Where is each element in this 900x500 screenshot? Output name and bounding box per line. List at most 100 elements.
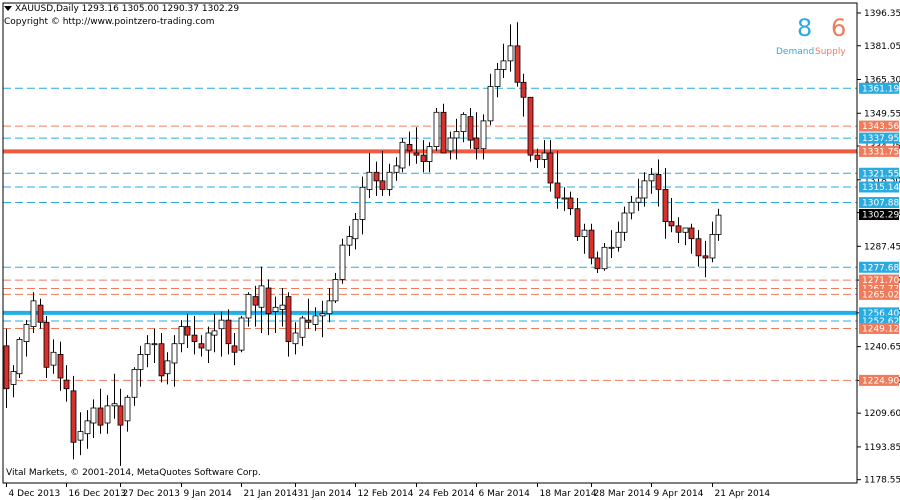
plot-frame [2,2,858,484]
level-tag-label: 1252.62 [862,317,899,327]
candle [124,395,131,432]
candle [662,168,669,239]
candle [211,313,218,353]
x-tick-label: 27 Dec 2013 [123,489,181,499]
candle [399,138,406,173]
candle [574,198,581,241]
y-tick-label: 1287.45 [864,242,900,252]
candle [608,230,615,258]
candle-body-bull [500,60,507,70]
candle-body-bull [682,227,689,233]
candle [487,73,494,126]
candle [245,292,252,327]
candle [30,292,37,333]
candle-body-bull [299,317,306,338]
candle-body-bear [305,319,312,323]
candle-body-bull [359,186,366,220]
level-tag [859,145,899,157]
candle-body-bull [272,306,279,312]
y-tick-label: 1381.05 [864,42,900,52]
candle [473,112,480,160]
candle-body-bear [379,180,386,190]
zone-lines [3,87,857,381]
candle [675,217,682,243]
candle-body-bull [641,180,648,199]
candle [63,365,70,402]
candle [561,187,568,211]
level-tag [859,282,899,294]
candle-body-bear [662,189,669,222]
candle-body-bull [30,300,37,327]
candle-body-bull [23,324,30,342]
candle-body-bear [97,407,104,426]
level-tag [859,288,899,300]
level-tag-label: 1224.90 [862,376,899,386]
level-tag [859,181,899,193]
candle [84,410,91,449]
level-tag-label: 1256.40 [862,309,899,319]
x-tick-label: 21 Apr 2014 [715,489,771,499]
candle [225,309,232,355]
candle-body-bull [50,351,57,366]
demand-label: Demand [776,47,815,57]
candle [406,131,413,166]
candle-body-bull [487,86,494,122]
candle [16,337,23,378]
candle [111,373,118,419]
candle [312,307,319,331]
candle-body-bull [346,236,353,246]
candle [648,168,655,194]
candle-body-bull [319,313,326,317]
level-tag [859,374,899,386]
candle-body-bear [198,343,205,349]
candle-body-bull [615,231,622,248]
candle [43,315,50,378]
candle-body-bull [205,332,212,351]
candle [433,108,440,151]
candle-body-bull [77,431,84,441]
current-price-label: 1302.29 [862,211,899,221]
candle-body-bull [332,279,339,302]
candle [158,333,165,383]
level-tag-label: 1271.70 [862,276,899,286]
candle-body-bull [151,343,158,346]
candle-body-bear [668,221,675,227]
candle [292,322,299,355]
candle-body-bear [473,137,480,150]
x-tick-label: 31 Jan 2014 [298,489,352,499]
candle-body-bull [238,317,245,351]
candle [702,240,709,278]
candle [258,266,265,333]
level-tag [859,82,899,94]
candle [688,223,695,254]
dropdown-triangle-icon[interactable] [4,6,12,11]
candle-body-bear [373,171,380,182]
candle-body-bear [70,390,77,443]
x-tick-label: 6 Mar 2014 [479,489,531,499]
level-tag [859,132,899,144]
candle-body-bear [567,197,574,210]
candle-body-bull [90,407,97,424]
candle [265,279,272,336]
candle [581,223,588,254]
candle-body-bear [520,81,527,98]
candle [494,63,501,98]
candle [554,150,561,209]
candle-body-bull [279,304,286,310]
level-tag [859,307,899,319]
candle-body-bull [628,201,635,214]
candle-body-bull [426,146,433,162]
candle-body-bear [547,152,554,184]
candle [621,206,628,241]
level-tag-label: 1249.12 [862,324,899,334]
level-tag [859,274,899,286]
candle [655,159,662,207]
candle-body-bull [460,114,467,132]
candle [299,315,306,346]
candle-body-bull [171,343,178,364]
candle [104,395,111,434]
level-tag-label: 1343.56 [862,122,899,132]
candle-body-bull [16,339,23,375]
candle-body-bull [111,403,118,407]
